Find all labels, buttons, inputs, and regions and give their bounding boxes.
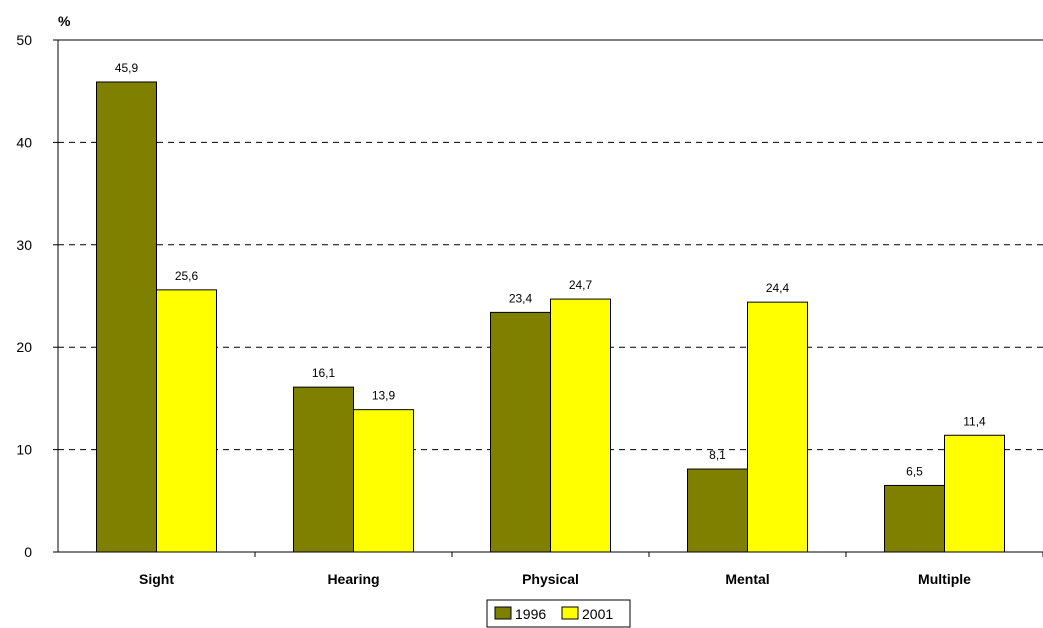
y-axis-ticks: 0 10 20 30 40 50 <box>16 32 58 560</box>
data-label: 25,6 <box>175 269 199 283</box>
legend-label: 2001 <box>582 606 613 622</box>
data-label: 45,9 <box>115 61 139 75</box>
category-label: Sight <box>139 571 174 587</box>
legend-swatch-2001 <box>561 606 579 620</box>
y-axis-unit-label: % <box>58 13 71 29</box>
data-label: 24,4 <box>766 281 790 295</box>
data-label: 11,4 <box>963 414 986 428</box>
data-label: 8,1 <box>709 448 726 462</box>
bar-1996 <box>687 468 748 553</box>
data-label: 6,5 <box>906 464 923 478</box>
y-tick-label: 40 <box>16 134 32 150</box>
y-tick-label: 0 <box>24 544 32 560</box>
y-tick-label: 10 <box>16 442 32 458</box>
bar-1996 <box>490 311 551 553</box>
data-labels: 45,9 25,6 16,1 13,9 23,4 24,7 8,1 24,4 6,5 11,4 <box>115 61 986 478</box>
axes <box>57 39 1043 553</box>
category-label: Mental <box>725 571 769 587</box>
bar-1996 <box>96 81 157 553</box>
y-tick-label: 50 <box>16 32 32 48</box>
data-label: 16,1 <box>312 366 336 380</box>
bars <box>96 81 1043 557</box>
data-label: 24,7 <box>569 278 593 292</box>
bar-1996 <box>884 484 945 553</box>
bar-2001 <box>353 409 414 553</box>
bar-2001 <box>550 298 611 553</box>
y-tick-label: 20 <box>16 339 32 355</box>
category-label: Hearing <box>327 571 379 587</box>
bar-2001 <box>156 289 217 553</box>
bar-2001 <box>747 301 808 553</box>
legend: 1996 2001 <box>486 599 631 628</box>
legend-label: 1996 <box>515 606 546 622</box>
legend-swatch-1996 <box>494 606 512 620</box>
category-label: Physical <box>522 571 579 587</box>
data-label: 23,4 <box>509 291 533 305</box>
bar-2001 <box>944 434 1005 553</box>
category-labels: Sight Hearing Physical Mental Multiple <box>139 571 971 587</box>
category-label: Multiple <box>918 571 971 587</box>
y-tick-label: 30 <box>16 237 32 253</box>
data-label: 13,9 <box>372 389 396 403</box>
bar-1996 <box>293 386 354 553</box>
